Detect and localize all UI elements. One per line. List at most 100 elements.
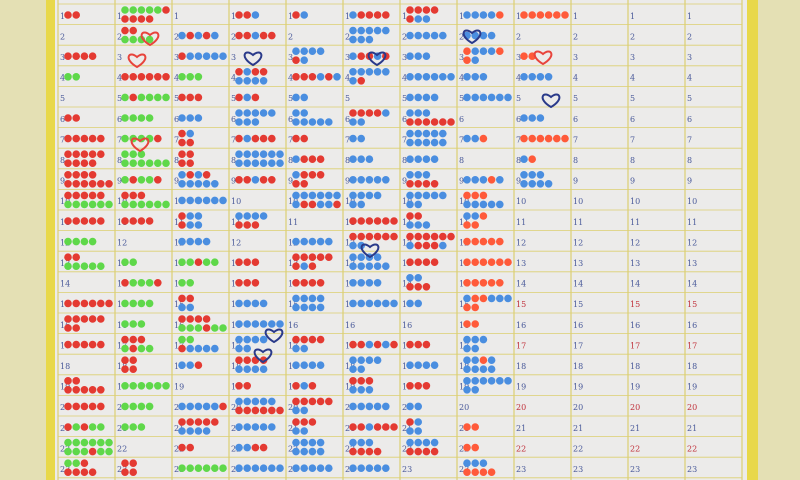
sticker-dot	[357, 279, 366, 287]
sticker-dot	[422, 138, 431, 147]
sticker-dot	[178, 138, 186, 147]
row-number: 16	[402, 321, 412, 330]
sticker-dot	[137, 93, 146, 102]
sticker-dot	[463, 93, 471, 102]
row-number: 16	[345, 321, 355, 330]
sticker-dot	[365, 68, 374, 76]
sticker-dot	[88, 171, 97, 179]
sticker-dot	[308, 118, 317, 126]
row-number: 6	[459, 115, 464, 124]
sticker-dot	[121, 176, 129, 184]
sticker-dot	[406, 73, 414, 81]
sticker-dot	[251, 279, 260, 287]
row-number: 5	[459, 94, 464, 103]
row-number: 20	[459, 403, 469, 412]
sticker-dot	[162, 200, 170, 209]
sticker-dot	[154, 134, 162, 143]
row-number: 10	[345, 197, 355, 206]
sticker-dot	[365, 232, 374, 241]
sticker-dot	[235, 118, 243, 126]
sticker-dot	[105, 447, 113, 456]
sticker-dot	[235, 11, 243, 19]
sticker-dot	[316, 73, 325, 81]
sticker-dot	[145, 93, 154, 102]
sticker-dot	[186, 418, 194, 426]
sticker-dot	[463, 56, 471, 64]
sticker-dot	[357, 386, 366, 394]
sticker-dot	[292, 279, 300, 287]
sticker-dot	[268, 464, 276, 473]
sticker-dot	[300, 438, 309, 447]
sticker-dot	[520, 11, 528, 19]
sticker-dot	[178, 294, 186, 303]
sticker-dot	[463, 200, 471, 209]
sticker-dot	[463, 73, 471, 81]
sticker-dot	[145, 402, 154, 411]
sticker-dot	[88, 438, 97, 447]
sticker-dot	[479, 258, 488, 267]
sticker-dot	[145, 279, 154, 287]
sticker-dot	[268, 176, 276, 184]
sticker-dot	[496, 176, 504, 184]
row-number: 4	[573, 74, 578, 83]
sticker-dot	[251, 134, 260, 143]
row-number: 2	[231, 32, 236, 41]
sticker-dot	[129, 402, 137, 411]
sticker-dot	[308, 397, 317, 406]
row-number: 17	[573, 341, 583, 350]
sticker-dot	[64, 159, 72, 167]
sticker-dot	[300, 93, 309, 102]
sticker-dot	[251, 93, 260, 102]
sticker-dot	[406, 6, 414, 14]
sticker-dot	[439, 73, 447, 81]
sticker-dot	[80, 459, 89, 468]
sticker-dot	[259, 68, 268, 76]
row-number: 21	[402, 424, 412, 433]
sticker-dot	[251, 258, 260, 267]
sticker-dot	[129, 217, 137, 225]
row-number: 14	[516, 280, 526, 289]
sticker-dot	[422, 118, 431, 126]
sticker-dot	[349, 109, 357, 117]
sticker-dot	[349, 377, 357, 385]
sticker-dot	[316, 279, 325, 287]
sticker-dot	[137, 176, 146, 184]
sticker-dot	[292, 56, 300, 64]
sticker-dot	[406, 52, 414, 60]
sticker-dot	[129, 26, 137, 35]
sticker-dot	[471, 93, 480, 102]
sticker-dot	[447, 73, 455, 81]
sticker-dot	[349, 191, 357, 200]
sticker-dot	[178, 237, 186, 246]
sticker-dot	[406, 118, 414, 126]
sticker-dot	[129, 335, 137, 344]
row-number: 20	[516, 403, 526, 412]
row-number: 6	[345, 115, 350, 124]
row-number: 12	[573, 238, 583, 247]
sticker-dot	[186, 402, 194, 411]
row-number: 2	[687, 32, 692, 41]
sticker-dot	[235, 31, 243, 40]
sticker-dot	[129, 423, 137, 431]
row-number: 17	[174, 341, 184, 350]
sticker-dot	[414, 418, 423, 426]
sticker-dot	[349, 241, 357, 250]
sticker-dot	[64, 180, 72, 188]
sticker-dot	[292, 447, 300, 456]
sticker-dot	[72, 134, 80, 143]
sticker-dot	[80, 315, 89, 323]
sticker-dot	[121, 73, 129, 81]
sticker-dot	[145, 344, 154, 353]
row-number: 22	[516, 444, 526, 453]
row-number: 4	[117, 74, 122, 83]
sticker-dot	[72, 438, 80, 447]
sticker-dot	[479, 93, 488, 102]
sticker-dot	[414, 382, 423, 390]
sticker-dot	[121, 15, 129, 23]
sticker-dot	[316, 397, 325, 406]
sticker-dot	[463, 335, 471, 344]
sticker-dot	[235, 464, 243, 473]
row-number: 11	[630, 218, 640, 227]
sticker-dot	[186, 138, 194, 147]
sticker-dot	[235, 109, 243, 117]
